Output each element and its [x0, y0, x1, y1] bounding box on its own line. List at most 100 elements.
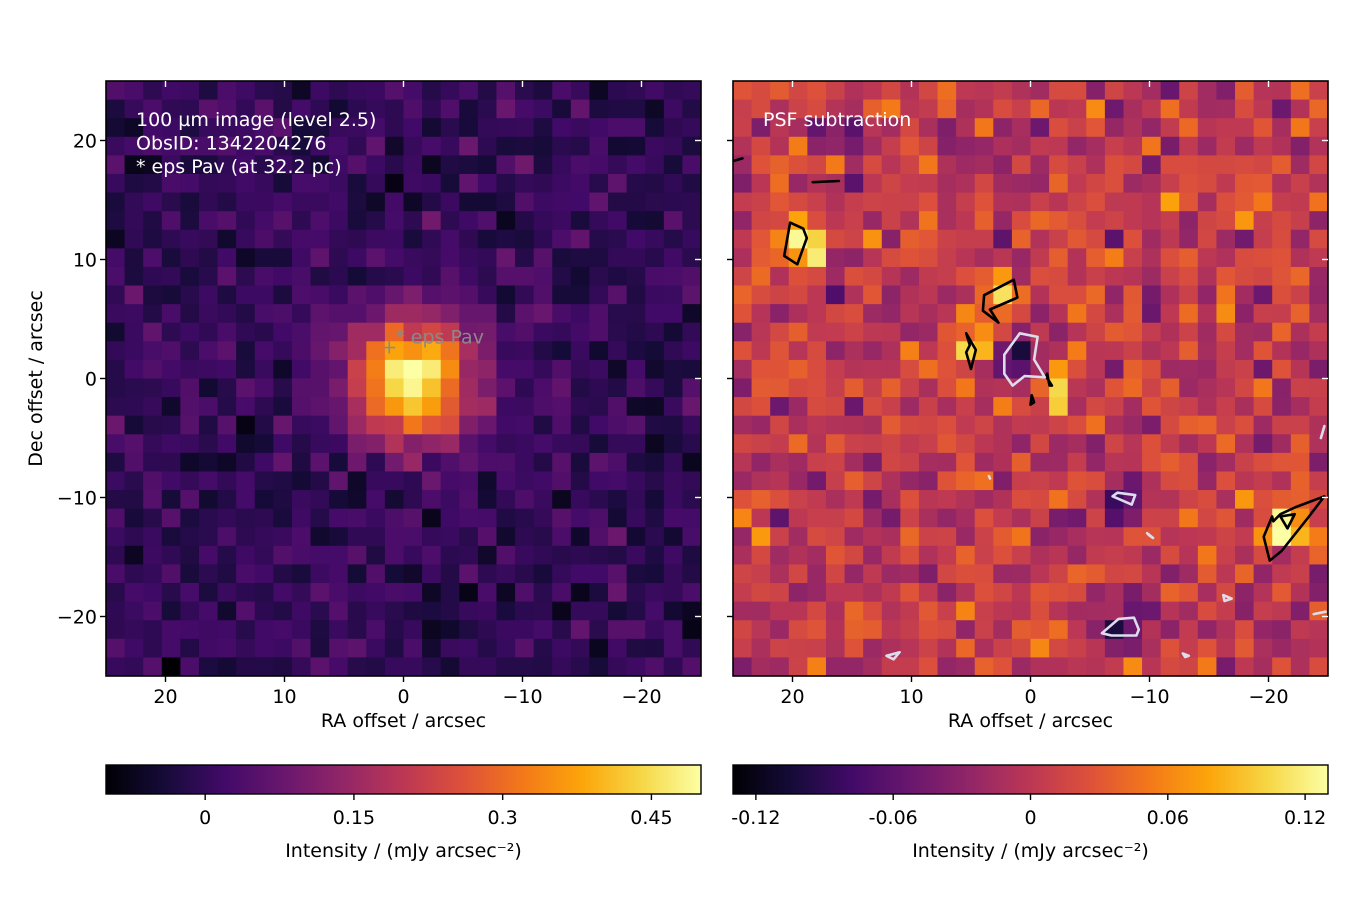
image-pixel — [663, 378, 683, 398]
residual-pixel — [1030, 285, 1050, 305]
residual-pixel — [807, 601, 827, 621]
residual-pixel — [918, 173, 939, 194]
residual-pixel — [900, 136, 920, 156]
residual-pixel — [788, 638, 808, 658]
image-pixel — [589, 545, 609, 566]
image-pixel — [533, 564, 553, 584]
image-pixel — [496, 211, 516, 231]
residual-pixel — [863, 322, 883, 342]
residual-pixel — [1197, 322, 1218, 342]
residual-pixel — [1142, 378, 1162, 398]
image-pixel — [552, 564, 572, 584]
residual-pixel — [1049, 359, 1069, 380]
residual-pixel — [751, 285, 771, 305]
image-pixel — [570, 415, 591, 435]
image-pixel — [552, 490, 572, 510]
residual-pixel — [1272, 545, 1292, 566]
residual-pixel — [1253, 583, 1273, 603]
image-pixel — [608, 638, 628, 658]
x-tick-label: −20 — [1248, 686, 1288, 708]
image-pixel — [310, 452, 330, 473]
image-pixel — [273, 99, 293, 119]
image-pixel — [608, 434, 628, 454]
residual-pixel — [993, 378, 1013, 398]
image-pixel — [143, 155, 163, 175]
residual-pixel — [1179, 341, 1199, 361]
residual-pixel — [1235, 471, 1255, 491]
residual-pixel — [1160, 527, 1180, 547]
residual-pixel — [1030, 638, 1050, 658]
image-pixel — [533, 173, 553, 194]
image-pixel — [384, 452, 405, 473]
image-pixel — [645, 192, 665, 212]
image-pixel — [552, 266, 572, 287]
image-pixel — [403, 192, 423, 212]
residual-pixel — [1160, 136, 1180, 156]
residual-pixel — [1049, 322, 1069, 342]
residual-pixel — [1123, 304, 1143, 324]
image-pixel — [236, 620, 256, 640]
image-pixel — [329, 285, 349, 305]
residual-pixel — [1179, 601, 1199, 621]
image-pixel — [384, 229, 405, 249]
image-pixel — [180, 248, 200, 268]
residual-pixel — [844, 155, 864, 175]
residual-pixel — [900, 657, 920, 676]
image-pixel — [106, 527, 126, 547]
image-pixel — [106, 545, 126, 566]
image-pixel — [645, 304, 665, 324]
image-pixel — [106, 564, 126, 584]
residual-pixel — [733, 322, 753, 342]
image-pixel — [663, 341, 683, 361]
residual-pixel — [733, 136, 753, 156]
residual-pixel — [1104, 304, 1125, 324]
residual-pixel — [1290, 248, 1310, 268]
residual-pixel — [844, 118, 864, 138]
image-pixel — [366, 545, 386, 566]
residual-pixel — [1235, 527, 1255, 547]
residual-pixel — [1104, 508, 1125, 528]
residual-pixel — [1067, 359, 1087, 380]
image-pixel — [552, 341, 572, 361]
image-pixel — [515, 545, 535, 566]
residual-pixel — [844, 378, 864, 398]
residual-pixel — [1086, 155, 1106, 175]
residual-pixel — [1179, 173, 1199, 194]
image-pixel — [217, 434, 237, 454]
image-pixel — [366, 657, 386, 676]
image-pixel — [496, 229, 516, 249]
image-pixel — [440, 471, 460, 491]
image-pixel — [440, 359, 460, 380]
residual-pixel — [1290, 378, 1310, 398]
image-pixel — [291, 285, 312, 305]
image-pixel — [180, 378, 200, 398]
image-pixel — [459, 322, 479, 342]
image-pixel — [645, 397, 665, 417]
image-pixel — [682, 285, 701, 305]
image-pixel — [496, 638, 516, 658]
image-pixel — [589, 657, 609, 676]
residual-pixel — [1272, 155, 1292, 175]
image-pixel — [589, 229, 609, 249]
residual-pixel — [863, 192, 883, 212]
image-pixel — [291, 434, 312, 454]
residual-pixel — [1086, 322, 1106, 342]
image-pixel — [273, 118, 293, 138]
image-pixel — [626, 490, 646, 510]
image-pixel — [347, 527, 367, 547]
image-pixel — [366, 285, 386, 305]
residual-pixel — [1235, 490, 1255, 510]
residual-pixel — [937, 81, 957, 101]
image-pixel — [440, 601, 460, 621]
image-pixel — [589, 490, 609, 510]
image-pixel — [106, 285, 126, 305]
residual-pixel — [807, 583, 827, 603]
residual-pixel — [1253, 452, 1273, 473]
residual-pixel — [807, 192, 827, 212]
residual-pixel — [900, 341, 920, 361]
residual-pixel — [1104, 81, 1125, 101]
image-pixel — [273, 248, 293, 268]
residual-pixel — [1104, 527, 1125, 547]
residual-pixel — [1216, 527, 1236, 547]
residual-pixel — [1011, 545, 1032, 566]
